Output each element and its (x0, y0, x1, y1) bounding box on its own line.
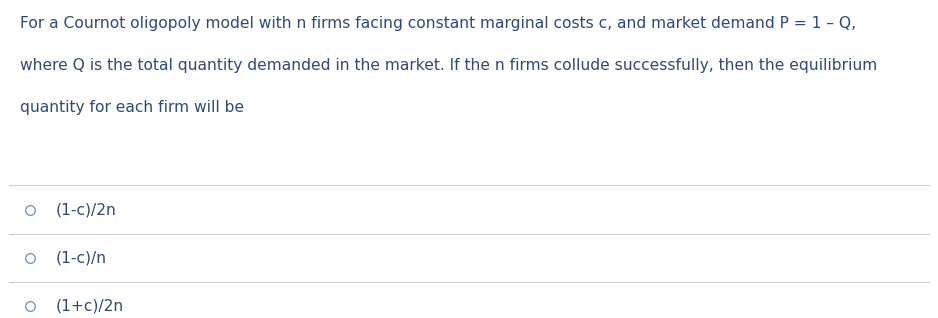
Text: For a Cournot oligopoly model with n firms facing constant marginal costs c, and: For a Cournot oligopoly model with n fir… (21, 16, 856, 31)
Text: where Q is the total quantity demanded in the market. If the n firms collude suc: where Q is the total quantity demanded i… (21, 58, 878, 73)
Text: (1+c)/2n: (1+c)/2n (55, 299, 124, 314)
Text: quantity for each firm will be: quantity for each firm will be (21, 100, 245, 115)
Text: (1-c)/n: (1-c)/n (55, 251, 107, 266)
Text: (1-c)/2n: (1-c)/2n (55, 202, 116, 217)
